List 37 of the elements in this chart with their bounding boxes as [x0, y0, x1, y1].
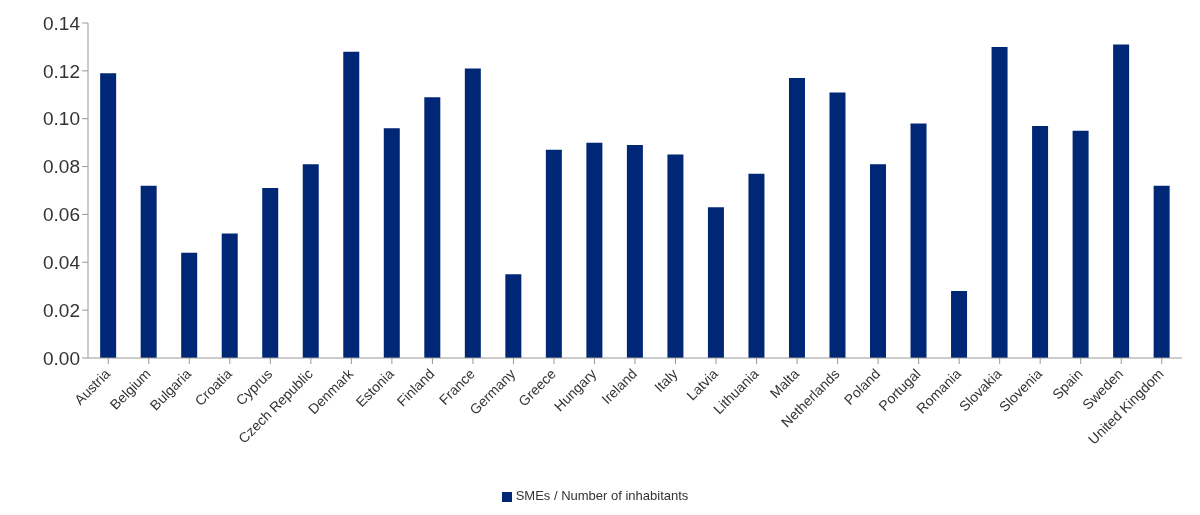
- bar: [951, 291, 968, 358]
- x-tick-label: Italy: [650, 365, 681, 396]
- y-tick-label: 0.02: [43, 299, 80, 321]
- bar: [586, 142, 603, 358]
- bar: [1113, 44, 1130, 358]
- bar: [1072, 130, 1089, 358]
- bar: [221, 233, 238, 358]
- bar: [667, 154, 684, 358]
- bar: [262, 188, 279, 358]
- y-tick-label: 0.10: [43, 108, 80, 130]
- bar: [991, 46, 1008, 358]
- y-tick-label: 0.08: [43, 156, 80, 178]
- y-tick-label: 0.12: [43, 60, 80, 82]
- bar: [788, 78, 805, 358]
- bar: [829, 92, 846, 358]
- bar: [870, 164, 887, 358]
- y-tick-label: 0.14: [43, 12, 81, 34]
- bar: [100, 73, 117, 358]
- bar: [302, 164, 319, 358]
- bar: [181, 252, 198, 358]
- bar: [545, 149, 562, 358]
- bar: [1032, 125, 1049, 358]
- bar: [626, 145, 643, 358]
- bar: [707, 207, 724, 358]
- bar: [383, 128, 400, 358]
- bar: [505, 274, 522, 358]
- bar: [140, 185, 157, 358]
- bar: [343, 51, 360, 358]
- legend-label: SMEs / Number of inhabitants: [515, 488, 689, 503]
- bar: [748, 173, 765, 358]
- bar: [1153, 185, 1170, 358]
- bar: [464, 68, 481, 358]
- bar: [424, 97, 441, 358]
- y-tick-label: 0.06: [43, 204, 80, 226]
- y-tick-label: 0.00: [43, 347, 80, 369]
- y-tick-label: 0.04: [43, 252, 81, 274]
- bar: [910, 123, 927, 358]
